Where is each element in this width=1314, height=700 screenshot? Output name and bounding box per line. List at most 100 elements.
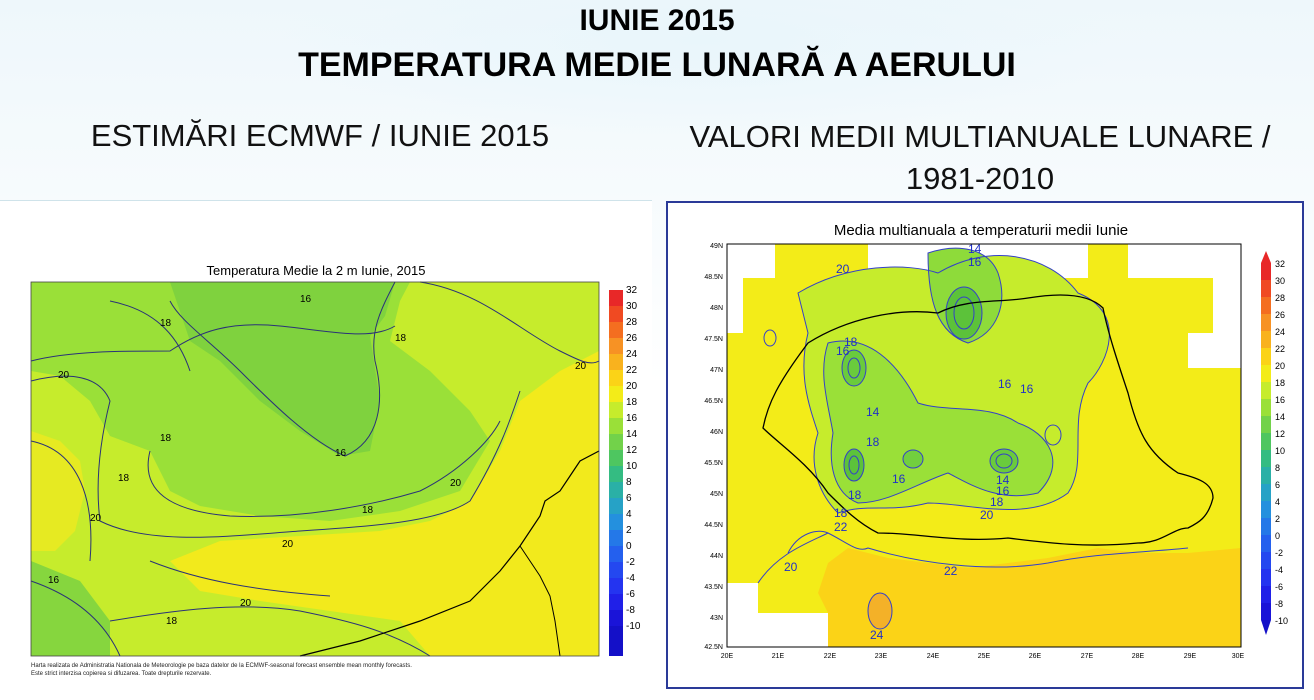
ecmwf-contour-label: 20 xyxy=(575,361,587,372)
climatology-contour-label: 16 xyxy=(968,255,982,269)
ecmwf-field-yellow-west xyxy=(31,431,85,551)
ecmwf-contour-label: 20 xyxy=(90,513,102,524)
colorbar-top-arrow xyxy=(1261,251,1271,263)
ecmwf-colorbar-tick: 22 xyxy=(626,365,638,376)
climatology-field-deep-green-2 xyxy=(842,350,866,386)
lat-label: 47.5N xyxy=(704,336,723,343)
lat-label: 48N xyxy=(710,305,723,312)
ecmwf-contour-labels: 16 18 16 18 20 20 18 20 20 18 16 20 20 1… xyxy=(48,294,587,627)
ecmwf-map-frame xyxy=(30,281,600,657)
ecmwf-colorbar-tick: -2 xyxy=(626,557,635,568)
ecmwf-map-title: Temperatura Medie la 2 m Iunie, 2015 xyxy=(207,263,426,278)
climatology-field-deep-green-5 xyxy=(903,450,923,468)
climatology-map-frame xyxy=(726,243,1242,648)
climatology-contour-label: 18 xyxy=(834,506,848,520)
lat-label: 46.5N xyxy=(704,398,723,405)
climatology-colorbar: 32 30 28 26 24 22 20 18 16 14 12 10 8 6 … xyxy=(1261,251,1288,635)
climatology-colorbar-tick: -6 xyxy=(1275,582,1283,592)
lat-label: 49N xyxy=(710,243,723,250)
ecmwf-footer-rights: Este strict interzisa copierea si difuza… xyxy=(31,671,212,677)
climatology-map-title: Media multianuala a temperaturii medii I… xyxy=(834,222,1128,239)
climatology-contour-label: 18 xyxy=(866,435,880,449)
lon-label: 20E xyxy=(721,653,734,660)
page-title-date: IUNIE 2015 xyxy=(579,4,735,37)
ecmwf-field-deep-green xyxy=(170,282,395,456)
lat-label: 44.5N xyxy=(704,522,723,529)
ecmwf-colorbar-tick: 28 xyxy=(626,317,638,328)
lon-label: 28E xyxy=(1132,653,1145,660)
right-subtitle: VALORI MEDII MULTIANUALE LUNARE / 1981-2… xyxy=(660,116,1300,200)
right-subtitle-line1: VALORI MEDII MULTIANUALE LUNARE / xyxy=(689,119,1271,154)
climatology-lon-labels: 20E 21E 22E 23E 24E 25E 26E 27E 28E 29E … xyxy=(721,653,1245,660)
ecmwf-colorbar: 32 30 28 26 24 22 20 18 16 14 12 10 8 6 … xyxy=(609,285,641,656)
lat-label: 45.5N xyxy=(704,460,723,467)
climatology-colorbar-tick: -8 xyxy=(1275,599,1283,609)
ecmwf-map-panel: Temperatura Medie la 2 m Iunie, 2015 xyxy=(0,200,652,691)
climatology-colorbar-tick: -10 xyxy=(1275,616,1288,626)
climatology-colorbar-tick: 20 xyxy=(1275,361,1285,371)
lon-label: 23E xyxy=(875,653,888,660)
climatology-colorbar-tick: 0 xyxy=(1275,531,1280,541)
ecmwf-coastline xyxy=(519,545,561,657)
lat-label: 43N xyxy=(710,615,723,622)
climatology-colorbar-tick: 4 xyxy=(1275,497,1280,507)
ecmwf-colorbar-tick: 30 xyxy=(626,301,638,312)
ecmwf-colorbar-tick: 2 xyxy=(626,525,632,536)
climatology-contour-label: 14 xyxy=(996,473,1010,487)
ecmwf-colorbar-tick: 14 xyxy=(626,429,638,440)
climatology-contour-label: 16 xyxy=(836,344,850,358)
climatology-contour-label: 18 xyxy=(844,335,858,349)
ecmwf-colorbar-tick: -6 xyxy=(626,589,635,600)
ecmwf-contour-label: 20 xyxy=(58,370,70,381)
climatology-map: Media multianuala a temperaturii medii I… xyxy=(704,222,1288,660)
ecmwf-colorbar-tick: 24 xyxy=(626,349,638,360)
ecmwf-colorbar-tick: 16 xyxy=(626,413,638,424)
climatology-field-deep-green-4 xyxy=(990,449,1018,473)
lon-label: 22E xyxy=(824,653,837,660)
climatology-contour-label: 20 xyxy=(784,560,798,574)
climatology-contour-label: 14 xyxy=(866,405,880,419)
lon-label: 27E xyxy=(1081,653,1094,660)
climatology-colorbar-tick: -2 xyxy=(1275,548,1283,558)
climatology-colorbar-tick: 8 xyxy=(1275,463,1280,473)
ecmwf-map: Temperatura Medie la 2 m Iunie, 2015 xyxy=(30,263,641,677)
ecmwf-colorbar-tick: 26 xyxy=(626,333,638,344)
ecmwf-contour-label: 20 xyxy=(240,598,252,609)
climatology-contour-label: 22 xyxy=(944,564,958,578)
ecmwf-field-green xyxy=(31,282,490,521)
climatology-colorbar-tick: 12 xyxy=(1275,429,1285,439)
climatology-colorbar-tick: 30 xyxy=(1275,276,1285,286)
ecmwf-colorbar-tick: -8 xyxy=(626,605,635,616)
ecmwf-contour-label: 20 xyxy=(282,539,294,550)
lat-label: 43.5N xyxy=(704,584,723,591)
climatology-colorbar-tick: 6 xyxy=(1275,480,1280,490)
ecmwf-colorbar-tick: 0 xyxy=(626,541,632,552)
climatology-contour-label: 14 xyxy=(968,242,982,256)
lat-label: 48.5N xyxy=(704,274,723,281)
climatology-contour-label: 20 xyxy=(836,262,850,276)
climatology-contour-label: 16 xyxy=(892,472,906,486)
lat-label: 44N xyxy=(710,553,723,560)
climatology-colorbar-tick: 16 xyxy=(1275,395,1285,405)
climatology-romania-border xyxy=(762,294,1214,546)
climatology-contour-label: 16 xyxy=(996,484,1010,498)
ecmwf-colorbar-tick: 18 xyxy=(626,397,638,408)
climatology-contours xyxy=(757,247,1189,630)
ecmwf-contour-label: 16 xyxy=(48,575,60,586)
lon-label: 25E xyxy=(978,653,991,660)
lon-label: 21E xyxy=(772,653,785,660)
right-subtitle-line2: 1981-2010 xyxy=(905,161,1055,196)
climatology-field-deep-green-1 xyxy=(946,287,982,339)
climatology-map-panel: Media multianuala a temperaturii medii I… xyxy=(666,201,1304,689)
climatology-contour-label: 16 xyxy=(1020,382,1034,396)
ecmwf-colorbar-tick: -4 xyxy=(626,573,635,584)
ecmwf-contour-label: 20 xyxy=(450,478,462,489)
lat-label: 45N xyxy=(710,491,723,498)
climatology-contour-label: 18 xyxy=(848,488,862,502)
lat-label: 42.5N xyxy=(704,644,723,651)
ecmwf-colorbar-tick: 32 xyxy=(626,285,638,296)
ecmwf-colorbar-tick: -10 xyxy=(626,621,641,632)
climatology-lat-labels: 49N 48.5N 48N 47.5N 47N 46.5N 46N 45.5N … xyxy=(704,243,723,651)
climatology-field-orange xyxy=(868,593,892,629)
lon-label: 29E xyxy=(1184,653,1197,660)
